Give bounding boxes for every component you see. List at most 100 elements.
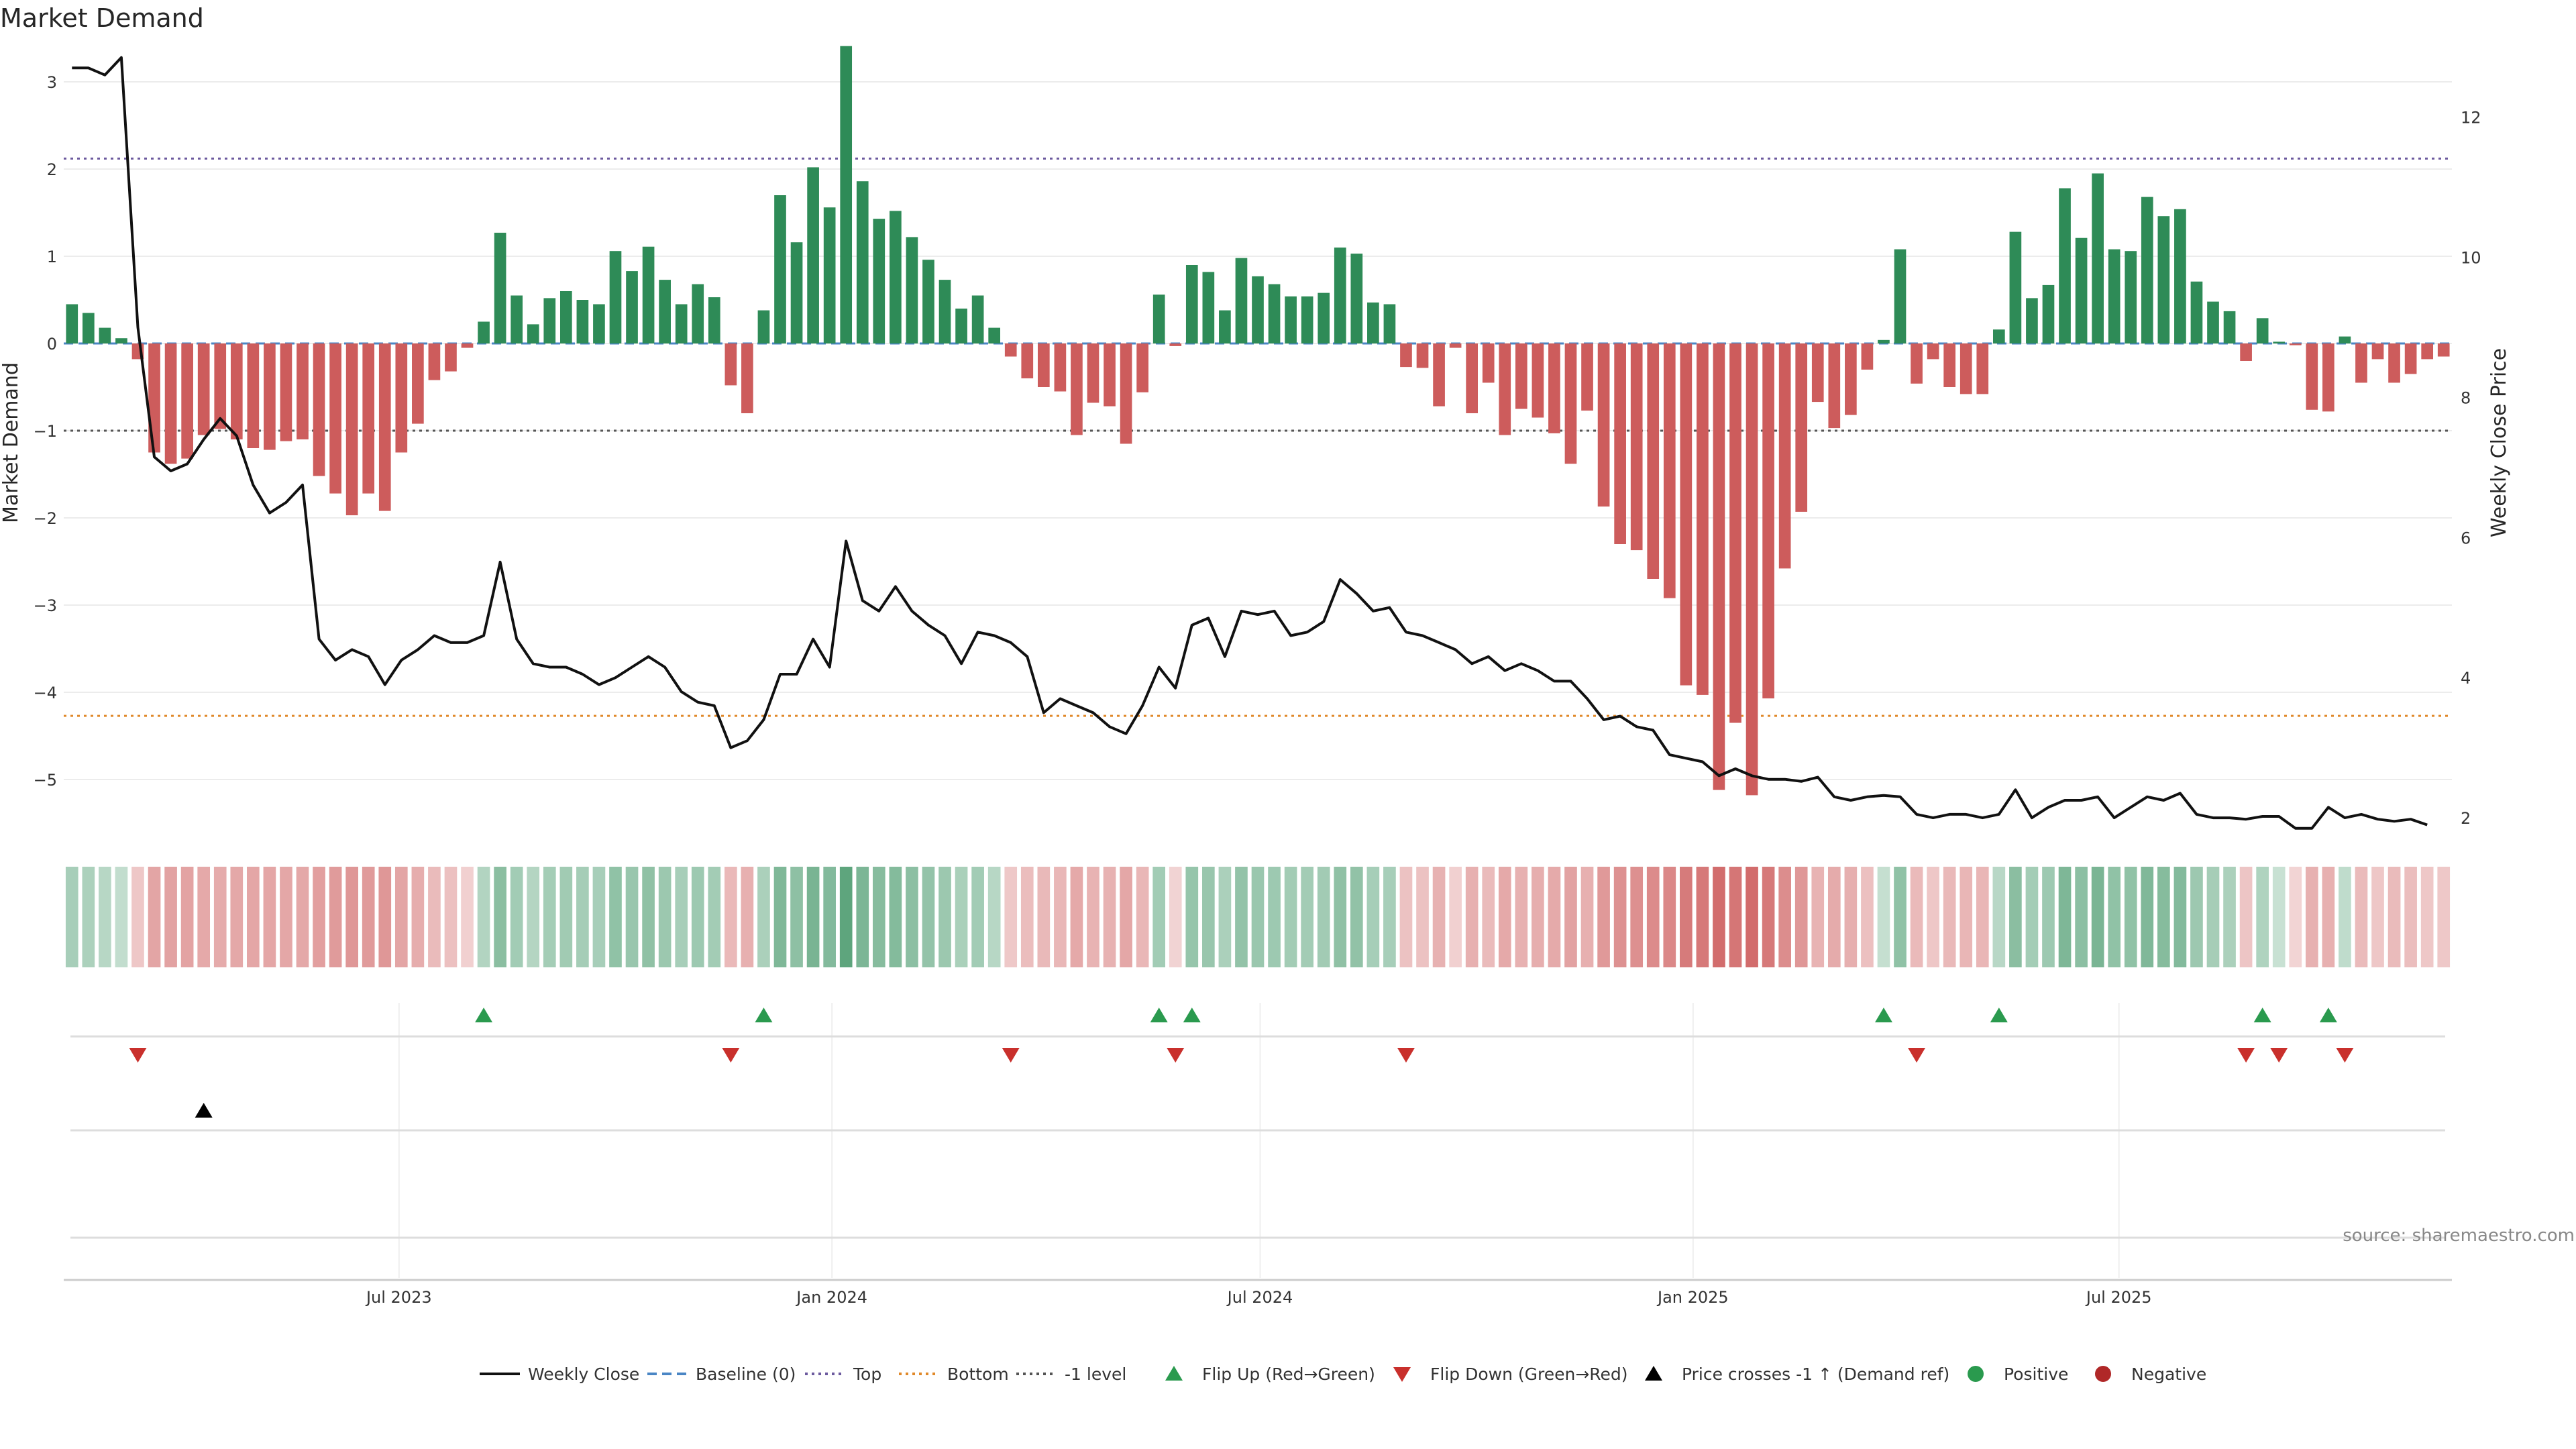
legend-swatch — [2095, 1366, 2111, 1382]
heat-cell — [247, 867, 260, 967]
heat-cell — [1136, 867, 1149, 967]
flip-down-marker — [129, 1048, 147, 1063]
heat-cell — [971, 867, 984, 967]
demand-bar — [478, 321, 490, 343]
demand-bar — [1185, 265, 1198, 343]
demand-bar — [395, 343, 408, 453]
demand-heat-strip — [65, 867, 2451, 967]
heat-cell — [1482, 867, 1495, 967]
legend-item: Negative — [2095, 1364, 2206, 1384]
heat-cell — [1169, 867, 1182, 967]
heat-cell — [1976, 867, 1989, 967]
heat-cell — [757, 867, 770, 967]
heat-cell — [1597, 867, 1610, 967]
demand-bar — [164, 343, 177, 464]
heat-cell — [642, 867, 655, 967]
flip-down-marker — [1397, 1048, 1415, 1063]
demand-bar — [1021, 343, 1034, 378]
y-tick-label: −1 — [34, 422, 57, 441]
demand-bar — [329, 343, 341, 494]
legend-item: Flip Down (Green→Red) — [1393, 1364, 1628, 1384]
demand-bar — [1071, 343, 1083, 435]
y-tick-label: 0 — [47, 335, 57, 354]
heat-cell — [1218, 867, 1232, 967]
demand-bar — [2240, 343, 2252, 361]
demand-bar — [2125, 251, 2137, 343]
heat-cell — [1548, 867, 1561, 967]
heat-cell — [823, 867, 836, 967]
demand-bar — [1152, 294, 1165, 343]
heat-cell — [1449, 867, 1462, 967]
heat-cell — [658, 867, 672, 967]
demand-bar — [2355, 343, 2367, 383]
demand-bar — [708, 297, 720, 343]
legend-item: Weekly Close — [480, 1364, 639, 1384]
demand-bar — [1515, 343, 1527, 409]
demand-bar — [576, 300, 589, 343]
heat-cell — [2190, 867, 2203, 967]
flip-down-marker — [2270, 1048, 2288, 1063]
demand-bar — [1202, 272, 1215, 343]
heat-cell — [1054, 867, 1067, 967]
heat-cell — [559, 867, 573, 967]
chart-title: Market Demand — [0, 3, 204, 33]
flip-down-marker — [1908, 1048, 1926, 1063]
flip-up-marker — [1874, 1008, 1892, 1022]
heat-cell — [1613, 867, 1627, 967]
heat-cell — [1861, 867, 1874, 967]
heat-cell — [1465, 867, 1479, 967]
demand-bar — [1169, 343, 1182, 346]
demand-bar — [1811, 343, 1824, 402]
demand-bar — [2042, 284, 2055, 343]
heat-cell — [213, 867, 227, 967]
legend-item: Baseline (0) — [647, 1364, 796, 1384]
heat-cell — [1992, 867, 2006, 967]
demand-bar — [1482, 343, 1495, 383]
flip-up-marker — [1990, 1008, 2008, 1022]
flip-up-marker — [2319, 1008, 2337, 1022]
demand-bar — [1383, 304, 1396, 343]
heat-cell — [1515, 867, 1528, 967]
demand-bar — [840, 46, 853, 343]
heat-cell — [1811, 867, 1825, 967]
heat-cell — [2009, 867, 2022, 967]
demand-bar — [1054, 343, 1067, 392]
heat-cell — [1827, 867, 1841, 967]
heat-cell — [1004, 867, 1018, 967]
heat-cell — [1037, 867, 1051, 967]
heat-cell — [2239, 867, 2253, 967]
demand-bar — [2289, 343, 2302, 345]
demand-bar — [428, 343, 441, 380]
left-axis: 3 2 1 0 −1 −2 −3 −4 −5 — [34, 73, 57, 790]
demand-bar — [906, 237, 918, 343]
y2-tick-label: 4 — [2461, 669, 2471, 688]
legend-item: Flip Up (Red→Green) — [1165, 1364, 1375, 1384]
heat-cell — [2223, 867, 2236, 967]
demand-bar — [1120, 343, 1132, 444]
demand-bar — [280, 343, 292, 441]
demand-bar — [938, 280, 951, 343]
heat-cell — [1317, 867, 1330, 967]
demand-bar — [1911, 343, 1923, 384]
heat-cell — [1087, 867, 1099, 967]
heat-cell — [1235, 867, 1248, 967]
demand-bar — [790, 242, 803, 343]
heat-cell — [2437, 867, 2451, 967]
demand-bar — [1828, 343, 1841, 429]
legend-label: Flip Up (Red→Green) — [1202, 1364, 1375, 1384]
y-tick-label: −2 — [34, 509, 57, 528]
legend-label: Bottom — [947, 1364, 1009, 1384]
signal-markers — [64, 1008, 2452, 1281]
flip-down-marker — [1167, 1048, 1185, 1063]
demand-bar — [2388, 343, 2400, 383]
heat-cell — [708, 867, 721, 967]
reference-levels — [64, 157, 2452, 717]
demand-bar — [1350, 254, 1363, 343]
demand-bar — [1663, 343, 1676, 598]
y-tick-label: 1 — [47, 248, 57, 266]
heat-cell — [1103, 867, 1116, 967]
flip-down-marker — [2237, 1048, 2255, 1063]
heat-cell — [2042, 867, 2055, 967]
demand-bars — [66, 46, 2450, 796]
demand-bar — [988, 327, 1001, 343]
